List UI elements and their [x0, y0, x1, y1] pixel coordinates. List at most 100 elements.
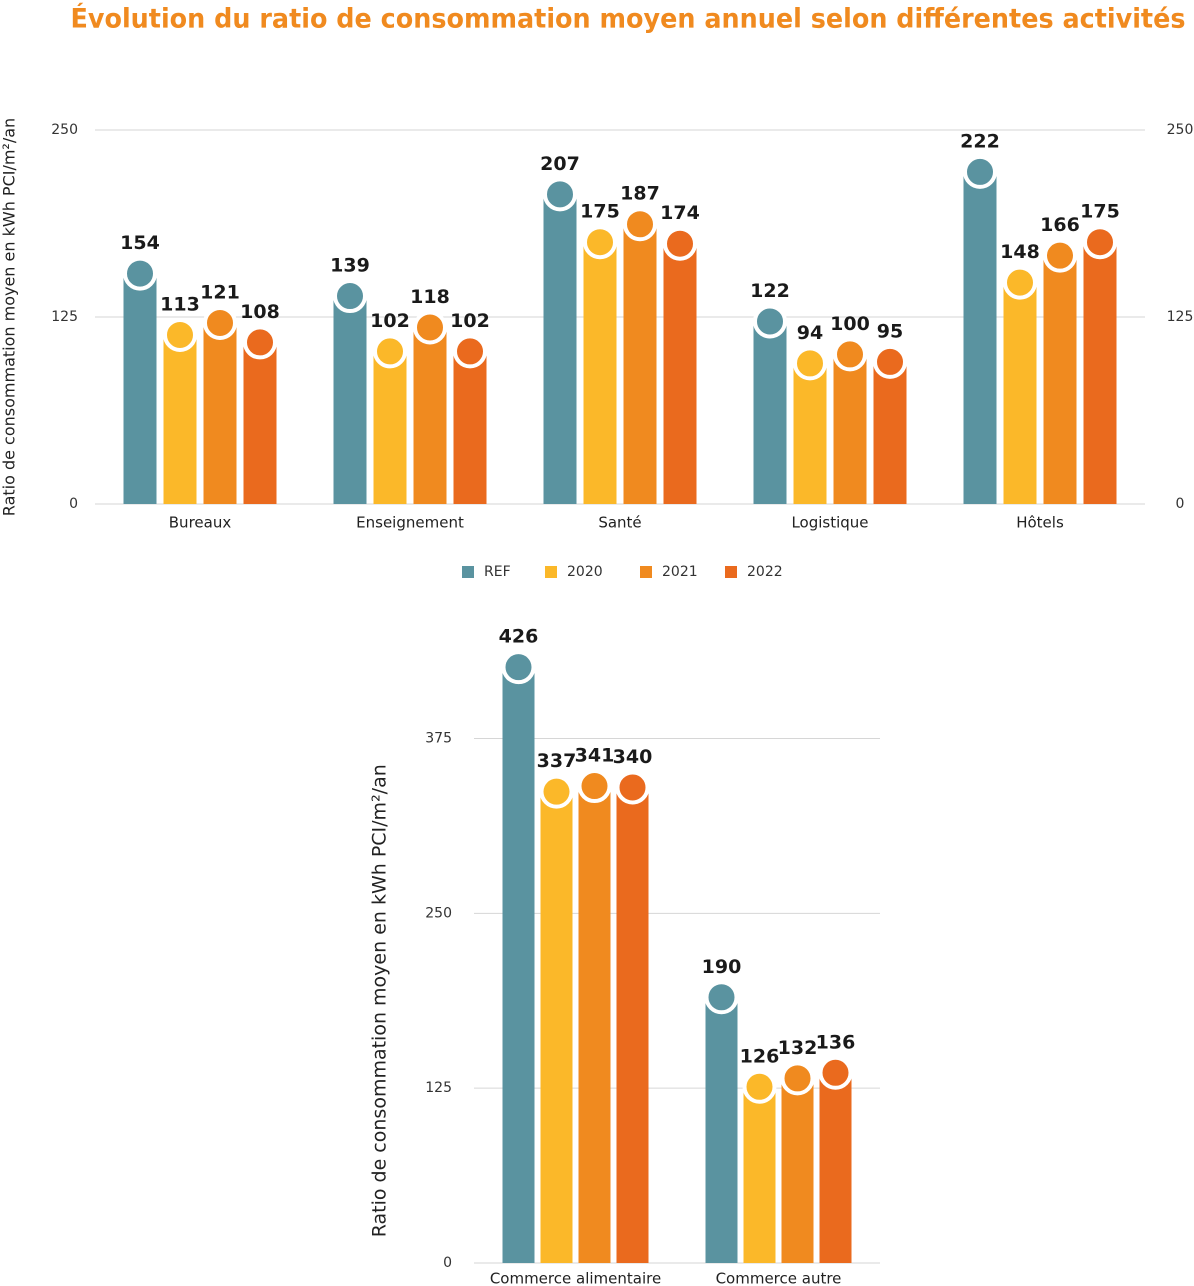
- y-tick-label: 125: [51, 309, 78, 325]
- bar: [963, 171, 997, 504]
- bar-cap: [333, 279, 367, 314]
- x-tick-label: Bureaux: [169, 514, 232, 532]
- bar-cap: [704, 980, 739, 1015]
- bar-cap: [793, 346, 827, 381]
- legend-swatch: [462, 566, 474, 578]
- bar: [578, 786, 611, 1263]
- bar: [1083, 242, 1117, 504]
- bar-cap: [501, 650, 536, 685]
- value-label: 175: [580, 201, 620, 223]
- value-label: 136: [816, 1031, 856, 1053]
- legend-label: 2022: [747, 564, 783, 580]
- value-label: 121: [200, 281, 240, 303]
- value-label: 340: [613, 746, 653, 768]
- x-tick-label: Santé: [598, 514, 641, 532]
- bar: [502, 667, 535, 1263]
- bar-cap: [753, 304, 787, 339]
- x-tick-label: Commerce autre: [716, 1270, 842, 1286]
- bar: [243, 342, 277, 504]
- legend-swatch: [725, 566, 737, 578]
- bar: [540, 791, 573, 1263]
- y2-tick-label: 0: [1176, 496, 1185, 512]
- page-title: Évolution du ratio de consommation moyen…: [71, 3, 1186, 35]
- bar-cap: [963, 154, 997, 189]
- bar: [203, 322, 237, 504]
- bar-cap: [539, 774, 574, 809]
- value-label: 108: [240, 301, 280, 323]
- bar-cap: [623, 207, 657, 242]
- value-label: 337: [537, 750, 577, 772]
- value-label: 174: [660, 202, 700, 224]
- x-tick-label: Logistique: [791, 514, 868, 532]
- bar: [753, 321, 787, 504]
- bar-cap: [742, 1069, 777, 1104]
- value-label: 207: [540, 153, 580, 175]
- legend-label: 2021: [662, 564, 698, 580]
- bar-cap: [543, 177, 577, 212]
- bar: [743, 1086, 776, 1263]
- bar-cap: [203, 305, 237, 340]
- bar: [333, 296, 367, 504]
- value-label: 132: [778, 1037, 818, 1059]
- bar-cap: [163, 317, 197, 352]
- bar: [453, 351, 487, 504]
- value-label: 341: [575, 745, 615, 767]
- value-label: 102: [450, 310, 490, 332]
- x-tick-label: Hôtels: [1016, 514, 1064, 532]
- value-label: 139: [330, 255, 370, 277]
- bar-cap: [413, 310, 447, 345]
- value-label: 175: [1080, 201, 1120, 223]
- value-label: 426: [499, 626, 539, 648]
- bar-cap: [663, 226, 697, 261]
- y-tick-label: 0: [69, 496, 78, 512]
- y-tick-label: 0: [443, 1255, 452, 1271]
- y2-tick-label: 250: [1167, 122, 1194, 138]
- value-label: 113: [160, 293, 200, 315]
- value-label: 148: [1000, 241, 1040, 263]
- bar: [163, 334, 197, 504]
- value-label: 126: [740, 1045, 780, 1067]
- x-tick-label: Enseignement: [356, 514, 464, 532]
- value-label: 95: [877, 320, 903, 342]
- bar-cap: [1003, 265, 1037, 300]
- bar-cap: [577, 769, 612, 804]
- bar-cap: [780, 1061, 815, 1096]
- bar-cap: [453, 334, 487, 369]
- bar: [1003, 282, 1037, 504]
- bar-cap: [818, 1055, 853, 1090]
- bar-cap: [123, 256, 157, 291]
- bar: [123, 273, 157, 504]
- legend-swatch: [640, 566, 652, 578]
- legend-label: REF: [484, 564, 511, 580]
- value-label: 122: [750, 280, 790, 302]
- bar: [1043, 255, 1077, 504]
- value-label: 118: [410, 286, 450, 308]
- value-label: 190: [702, 956, 742, 978]
- bar-cap: [373, 334, 407, 369]
- bar: [793, 363, 827, 504]
- bar: [781, 1078, 814, 1263]
- value-label: 100: [830, 313, 870, 335]
- bar-cap: [873, 344, 907, 379]
- value-label: 94: [797, 322, 823, 344]
- y-tick-label: 250: [425, 905, 452, 921]
- bar: [413, 327, 447, 504]
- bar: [373, 351, 407, 504]
- bar-cap: [1083, 225, 1117, 260]
- y-axis-label: Ratio de consommation moyen en kWh PCI/m…: [369, 764, 391, 1237]
- y-tick-label: 125: [425, 1080, 452, 1096]
- legend-swatch: [545, 566, 557, 578]
- value-label: 222: [960, 130, 1000, 152]
- value-label: 154: [120, 232, 160, 254]
- value-label: 166: [1040, 214, 1080, 236]
- bar-cap: [243, 325, 277, 360]
- bar: [616, 787, 649, 1263]
- bar: [583, 242, 617, 504]
- legend-label: 2020: [567, 564, 603, 580]
- bar-cap: [1043, 238, 1077, 273]
- bar: [819, 1072, 852, 1263]
- bar: [705, 997, 738, 1263]
- y2-tick-label: 125: [1167, 309, 1194, 325]
- y-tick-label: 375: [425, 731, 452, 747]
